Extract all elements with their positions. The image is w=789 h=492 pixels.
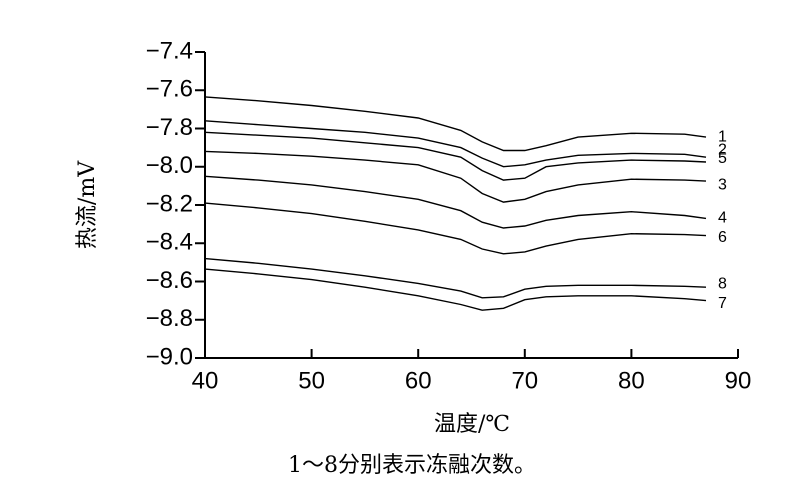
y-axis-label: 热流/mV [75, 160, 100, 249]
series-label: 8 [718, 275, 727, 292]
series-line [204, 202, 707, 255]
x-axis-label: 温度/℃ [434, 412, 510, 437]
x-tick-label: 70 [511, 367, 538, 394]
series-line [204, 257, 707, 299]
series-line [204, 131, 707, 181]
y-tick-label: −8.2 [146, 190, 193, 217]
x-tick-label: 90 [725, 367, 752, 394]
x-tick-label: 40 [192, 367, 219, 394]
y-tick-label: −7.8 [146, 114, 193, 141]
y-tick-label: −8.6 [146, 267, 193, 294]
series-line [204, 96, 707, 152]
y-tick-label: −7.4 [146, 37, 193, 64]
y-tick-label: −7.6 [146, 76, 193, 103]
series-label: 5 [718, 150, 727, 167]
series-line [204, 268, 707, 311]
series-label: 2 [718, 141, 727, 158]
series-line [204, 150, 707, 203]
y-tick-label: −8.0 [146, 152, 193, 179]
y-tick-label: −9.0 [146, 343, 193, 370]
y-tick-label: −8.4 [146, 229, 193, 256]
x-tick-label: 80 [618, 367, 645, 394]
series-label: 4 [718, 210, 727, 227]
series-line [204, 120, 707, 168]
x-tick-label: 60 [405, 367, 432, 394]
caption: 1～8分别表示冻融次数。 [288, 453, 536, 478]
series-label: 6 [718, 229, 727, 246]
series-label: 7 [718, 295, 727, 312]
series-line [204, 175, 707, 229]
series-label: 1 [718, 128, 727, 145]
x-tick-label: 50 [298, 367, 325, 394]
series-label: 3 [718, 176, 727, 193]
y-tick-label: −8.8 [146, 305, 193, 332]
